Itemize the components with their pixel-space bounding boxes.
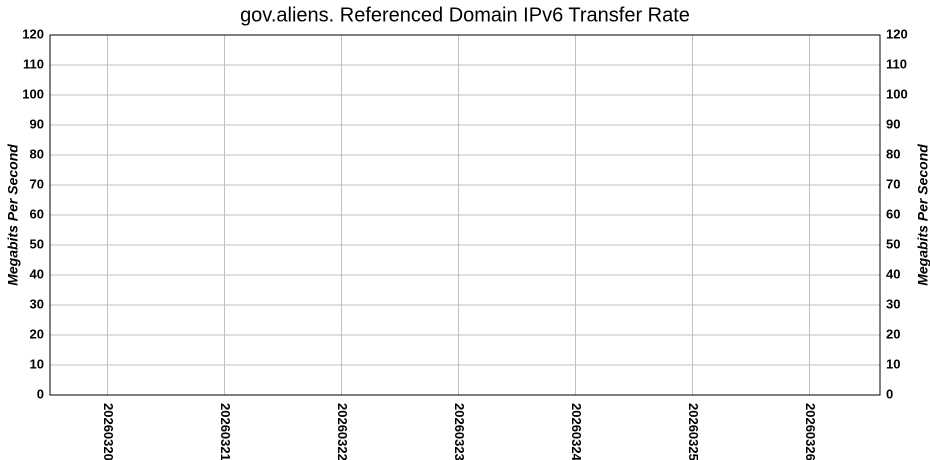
y-tick-label: 110	[23, 56, 44, 71]
y2-tick-label: 60	[886, 206, 900, 221]
chart-title: gov.aliens. Referenced Domain IPv6 Trans…	[240, 4, 690, 26]
y-tick-label: 60	[30, 206, 44, 221]
y-tick-label: 10	[30, 356, 44, 371]
y2-axis-title: Megabits Per Second	[915, 144, 930, 286]
y-tick-label: 120	[22, 26, 44, 41]
y-tick-label: 80	[30, 146, 44, 161]
x-tick-label: 20260326	[803, 403, 818, 460]
y-tick-label: 100	[22, 86, 44, 101]
y-tick-label: 40	[30, 266, 44, 281]
y-axis-title: Megabits Per Second	[5, 144, 21, 286]
y2-tick-label: 20	[886, 326, 900, 341]
x-tick-label: 20260323	[452, 403, 467, 460]
y-tick-label: 0	[37, 386, 44, 401]
y-tick-label: 50	[30, 236, 44, 251]
y2-tick-label: 90	[886, 116, 900, 131]
y2-tick-label: 40	[886, 266, 900, 281]
y-tick-label: 70	[30, 176, 44, 191]
y2-tick-label: 30	[886, 296, 900, 311]
x-tick-label: 20260324	[569, 403, 584, 460]
x-tick-label: 20260325	[686, 403, 701, 460]
y2-tick-label: 0	[886, 386, 893, 401]
y2-tick-label: 70	[886, 176, 900, 191]
y2-tick-label: 100	[886, 86, 908, 101]
y2-tick-label: 120	[886, 26, 908, 41]
x-tick-label: 20260320	[101, 403, 116, 460]
x-tick-label: 20260322	[335, 403, 350, 460]
y2-tick-label: 110	[886, 56, 907, 71]
y2-tick-label: 50	[886, 236, 900, 251]
y2-tick-label: 80	[886, 146, 900, 161]
y2-tick-label: 10	[886, 356, 900, 371]
x-tick-label: 20260321	[218, 403, 233, 460]
plot-frame	[49, 34, 881, 396]
y-tick-label: 90	[30, 116, 44, 131]
y-tick-label: 30	[30, 296, 44, 311]
y-tick-label: 20	[30, 326, 44, 341]
